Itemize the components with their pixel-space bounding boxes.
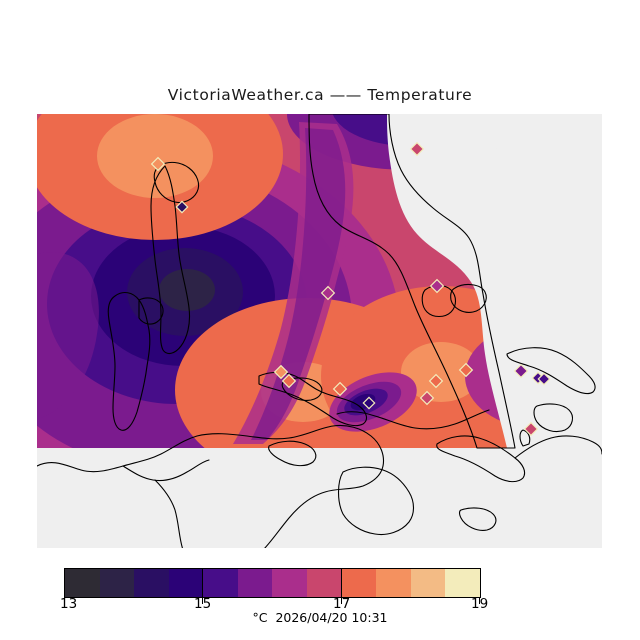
coast-olympic-west-shore [154, 479, 183, 548]
station-marker[interactable] [428, 373, 444, 389]
colorbar-tick-19 [479, 598, 481, 604]
colorbar-label-15: 15 [194, 596, 212, 612]
coast-south-shore [336, 409, 490, 430]
station-marker[interactable] [175, 200, 189, 214]
station-marker[interactable] [513, 363, 529, 379]
contour-warm-band-17-5 [97, 114, 213, 198]
colorbar[interactable] [64, 568, 481, 604]
colorbar-band-6 [272, 569, 308, 597]
station-marker[interactable] [409, 141, 425, 157]
coast-olympic-east-spit [436, 435, 526, 483]
colorbar-band-3 [168, 569, 204, 597]
station-marker[interactable] [273, 364, 289, 380]
coast-gulf-island-south [533, 403, 574, 433]
coast-olympic-islet [458, 507, 497, 531]
colorbar-band-1 [99, 569, 135, 597]
coast-west-island-lobe [138, 297, 164, 325]
coast-saanich-peninsula [308, 114, 516, 449]
colorbar-band-9 [376, 569, 411, 597]
colorbar-band-7 [307, 569, 342, 597]
colorbar-divider-17 [341, 568, 343, 598]
colorbar-tick-13 [64, 598, 66, 604]
water-juan-de-fuca [37, 448, 602, 548]
colorbar-band-11 [445, 569, 480, 597]
colorbar-band-4 [203, 569, 238, 597]
colorbar-band-0 [65, 569, 100, 597]
contour-band-13-0 [159, 269, 215, 311]
station-marker[interactable] [429, 278, 445, 294]
station-marker[interactable] [523, 421, 539, 437]
coast-olympic-northeast [514, 435, 602, 459]
coast-north-small-island [153, 161, 200, 204]
station-marker[interactable] [332, 381, 348, 397]
colorbar-label-19: 19 [471, 596, 489, 612]
colorbar-label-17: 17 [333, 596, 351, 612]
colorbar-gradient[interactable] [64, 568, 481, 598]
colorbar-band-5 [237, 569, 273, 597]
coast-gulf-islands-chain [506, 347, 596, 395]
contour-west-cool-lobe [37, 252, 99, 419]
colorbar-band-8 [341, 569, 377, 597]
colorbar-tick-15 [202, 598, 204, 604]
colorbar-tick-17 [341, 598, 343, 604]
coast-olympic-lake [268, 440, 317, 467]
coastline-group [37, 114, 602, 548]
station-marker-group[interactable] [150, 141, 551, 437]
coast-olympic-north [37, 424, 385, 548]
coast-olympic-inlet [122, 459, 210, 482]
station-marker[interactable] [281, 373, 297, 389]
station-marker[interactable] [150, 156, 166, 172]
coast-islet-mid-a [421, 284, 457, 318]
coast-victoria-harbour [258, 371, 368, 427]
coast-south-lagoon [281, 377, 323, 401]
temperature-contour-map [37, 114, 602, 548]
colorbar-divider-15 [202, 568, 204, 598]
coast-islet-mid-b [450, 283, 487, 313]
coast-long-narrow-island [150, 165, 191, 355]
coast-olympic-bay-south [337, 466, 415, 536]
colorbar-band-10 [410, 569, 446, 597]
page-title: VictoriaWeather.ca —— Temperature [167, 86, 473, 104]
map-plot-area[interactable] [37, 114, 602, 548]
coast-west-elongated-island [107, 291, 151, 431]
station-marker[interactable] [320, 285, 336, 301]
station-marker[interactable] [458, 362, 474, 378]
water-east-strait [387, 114, 602, 448]
station-marker[interactable] [362, 396, 376, 410]
station-marker[interactable] [419, 390, 435, 406]
colorbar-caption: °C 2026/04/20 10:31 [252, 610, 388, 625]
colorbar-band-2 [134, 569, 169, 597]
contour-southeast-warm-17-5 [401, 342, 481, 402]
contour-peninsula-cool-corridor-inner [251, 128, 346, 440]
colorbar-label-13: 13 [60, 596, 78, 612]
station-marker[interactable] [537, 372, 551, 386]
coast-gulf-islet-small [519, 429, 531, 447]
water-north-notch [412, 114, 507, 198]
